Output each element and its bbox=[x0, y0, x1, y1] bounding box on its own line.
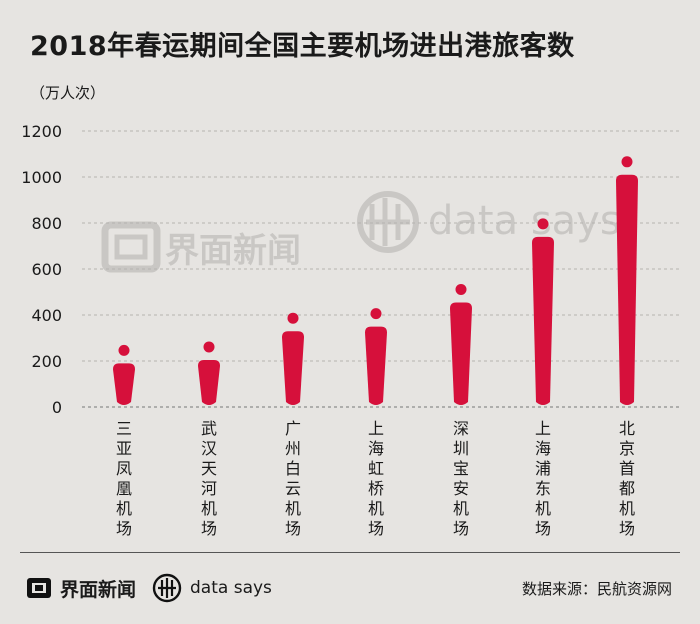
x-tick-label: 武汉天河机场 bbox=[201, 419, 217, 538]
footer-brand-cn: 界面新闻 bbox=[60, 578, 137, 601]
bar-head bbox=[370, 308, 382, 320]
footer-brand: 界面新闻 data says bbox=[26, 570, 272, 606]
bar-chart: 界面新闻 data says 0 200 400 600 800 1000 1200 三亚凤… bbox=[21, 122, 680, 538]
bar-head bbox=[455, 283, 467, 295]
x-tick-label: 三亚凤凰机场 bbox=[116, 419, 132, 538]
bar-head bbox=[203, 341, 215, 353]
bar-head bbox=[621, 156, 633, 168]
watermark-brand-en: data says bbox=[428, 198, 621, 244]
y-axis-unit: （万人次） bbox=[30, 84, 106, 102]
y-tick-label: 1000 bbox=[21, 168, 62, 187]
watermark-brand-cn: 界面新闻 bbox=[165, 231, 301, 271]
data-says-logo-icon bbox=[152, 573, 182, 603]
bar bbox=[450, 302, 472, 405]
watermark-logo-icon bbox=[101, 221, 161, 273]
x-tick-label: 上海虹桥机场 bbox=[368, 419, 384, 538]
y-tick-label: 200 bbox=[31, 352, 62, 371]
chart-title: 2018年春运期间全国主要机场进出港旅客数 bbox=[30, 31, 575, 62]
y-tick-label: 400 bbox=[31, 306, 62, 325]
footer-brand-en: data says bbox=[190, 578, 272, 598]
bar-head bbox=[537, 218, 549, 230]
y-tick-label: 0 bbox=[52, 398, 62, 417]
footer-divider bbox=[20, 552, 680, 553]
bar bbox=[532, 236, 554, 405]
bar bbox=[365, 326, 387, 405]
jiemian-logo-icon bbox=[27, 578, 51, 598]
watermark-data-says-icon bbox=[357, 191, 419, 253]
bar-head bbox=[118, 344, 130, 356]
y-tick-label: 600 bbox=[31, 260, 62, 279]
bar bbox=[616, 174, 638, 405]
bar bbox=[198, 359, 220, 405]
watermark: 界面新闻 data says bbox=[101, 191, 621, 273]
y-tick-label: 800 bbox=[31, 214, 62, 233]
data-source: 数据来源：民航资源网 bbox=[521, 580, 672, 598]
x-tick-label: 北京首都机场 bbox=[619, 419, 635, 538]
y-tick-label: 1200 bbox=[21, 122, 62, 141]
x-tick-label: 上海浦东机场 bbox=[535, 419, 551, 538]
bar bbox=[113, 363, 135, 405]
bar-head bbox=[287, 312, 299, 324]
x-tick-label: 深圳宝安机场 bbox=[453, 419, 469, 538]
bar bbox=[282, 331, 304, 405]
x-tick-label: 广州白云机场 bbox=[285, 419, 301, 538]
